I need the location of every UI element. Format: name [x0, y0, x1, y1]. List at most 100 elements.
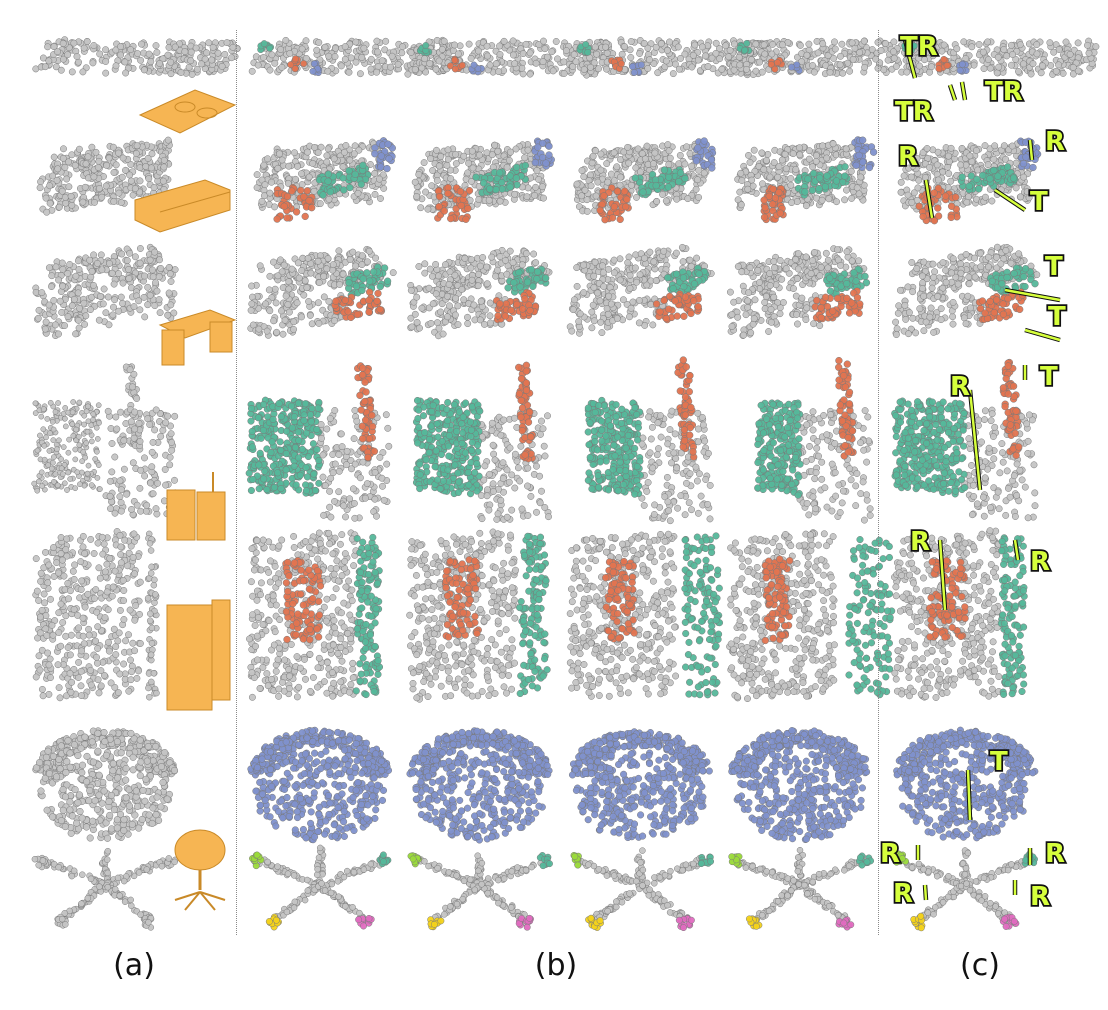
- point: [1092, 43, 1100, 51]
- point: [389, 269, 397, 277]
- point: [100, 285, 108, 293]
- point: [884, 56, 892, 64]
- point: [636, 50, 644, 57]
- point: [330, 155, 338, 163]
- point: [266, 44, 274, 52]
- point: [44, 43, 52, 51]
- point: [461, 254, 469, 262]
- point: [760, 166, 768, 173]
- point: [339, 163, 347, 171]
- point: [374, 48, 381, 56]
- point: [160, 156, 168, 164]
- point: [792, 166, 800, 173]
- point: [144, 283, 152, 291]
- point: [256, 262, 264, 270]
- point: [838, 40, 846, 48]
- point: [141, 313, 149, 321]
- point: [425, 284, 433, 292]
- point: [979, 171, 987, 180]
- point: [399, 43, 406, 51]
- point: [1033, 41, 1041, 49]
- point: [865, 163, 874, 172]
- point: [787, 175, 795, 182]
- point: [479, 179, 488, 187]
- point: [475, 270, 483, 278]
- point: [613, 163, 621, 171]
- point: [841, 172, 849, 180]
- point: [52, 263, 60, 271]
- point: [849, 55, 857, 63]
- point: [305, 173, 313, 181]
- point: [35, 306, 43, 314]
- point: [1003, 163, 1012, 171]
- point: [708, 54, 716, 62]
- point: [496, 51, 504, 58]
- point: [153, 48, 161, 56]
- point: [666, 154, 674, 162]
- point: [933, 161, 941, 169]
- point: [331, 53, 339, 61]
- point: [87, 306, 94, 314]
- point: [454, 321, 462, 329]
- point: [542, 159, 550, 167]
- point: [138, 40, 145, 48]
- point: [730, 40, 738, 48]
- point: [266, 272, 274, 280]
- point: [268, 51, 276, 59]
- point: [809, 163, 817, 171]
- point: [358, 261, 366, 269]
- point: [796, 41, 804, 49]
- part-door-orange: [596, 184, 632, 224]
- point: [136, 177, 144, 185]
- point: [68, 151, 76, 159]
- point: [416, 324, 423, 332]
- point: [947, 202, 956, 210]
- point: [665, 147, 673, 155]
- point: [1084, 41, 1091, 49]
- point: [115, 149, 123, 157]
- point: [625, 159, 633, 167]
- point: [572, 58, 580, 66]
- point: [486, 185, 494, 193]
- point: [979, 48, 987, 56]
- point: [68, 68, 76, 76]
- point: [839, 69, 847, 77]
- point: [352, 262, 360, 270]
- point: [695, 193, 703, 201]
- point: [102, 58, 110, 65]
- point: [1000, 46, 1008, 53]
- point: [132, 150, 140, 157]
- point: [344, 308, 352, 316]
- point: [384, 140, 392, 148]
- point: [788, 63, 796, 71]
- point: [523, 193, 531, 201]
- point: [923, 145, 931, 152]
- point: [968, 43, 976, 51]
- point: [747, 56, 755, 64]
- point: [187, 57, 195, 65]
- point: [279, 284, 287, 292]
- part-knob-orange: [287, 55, 308, 73]
- point: [486, 312, 494, 320]
- point: [324, 170, 333, 178]
- point: [947, 144, 955, 152]
- point: [583, 207, 591, 215]
- point: [248, 300, 256, 308]
- point: [331, 317, 338, 325]
- point: [532, 183, 540, 191]
- point: [315, 39, 323, 46]
- point: [433, 177, 441, 184]
- point: [91, 198, 98, 206]
- point: [435, 192, 444, 201]
- segmentation-result: [411, 137, 555, 223]
- point: [843, 186, 850, 194]
- cooktop-surface: [32, 36, 241, 78]
- point: [79, 68, 87, 76]
- part-door-blue: [851, 136, 878, 172]
- point: [603, 49, 611, 57]
- point: [708, 164, 716, 172]
- point: [758, 149, 766, 157]
- point: [805, 147, 813, 155]
- segmentation-result: [734, 136, 878, 224]
- point: [472, 173, 480, 181]
